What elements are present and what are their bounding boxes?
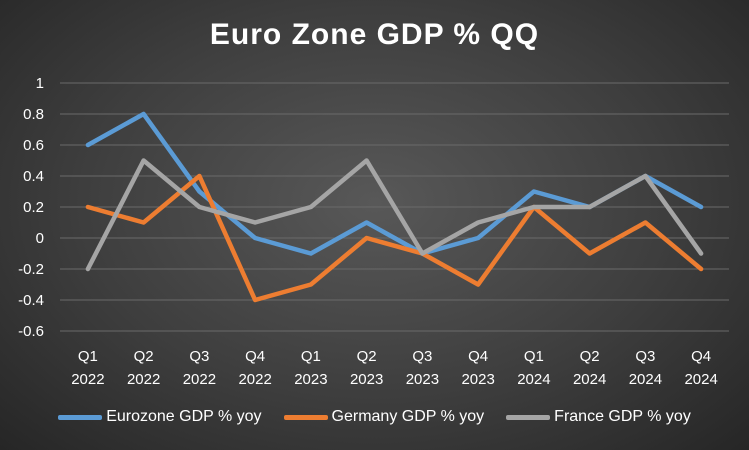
- y-tick-label: 0.4: [23, 168, 44, 185]
- x-tick-label-quarter: Q1: [78, 348, 98, 365]
- x-tick-label-year: 2022: [127, 371, 160, 388]
- chart-title: Euro Zone GDP % QQ: [209, 18, 540, 51]
- series-line-france: [85, 158, 704, 272]
- x-tick-label-year: 2023: [461, 371, 494, 388]
- x-tick-label-year: 2023: [350, 371, 383, 388]
- y-tick-label: -0.2: [18, 261, 44, 278]
- x-tick-label-year: 2024: [684, 371, 717, 388]
- x-tick-label-year: 2022: [238, 371, 271, 388]
- x-tick-label-quarter: Q4: [245, 348, 265, 365]
- y-tick-label: 0.6: [23, 137, 44, 154]
- x-tick-label-year: 2023: [294, 371, 327, 388]
- x-tick-label-quarter: Q1: [524, 348, 544, 365]
- x-tick-label-year: 2022: [183, 371, 216, 388]
- legend-swatch-eurozone: [58, 414, 103, 420]
- x-tick-label-quarter: Q4: [468, 348, 488, 365]
- legend-item-eurozone: Eurozone GDP % yoy: [58, 408, 262, 426]
- x-tick-label-quarter: Q2: [357, 348, 377, 365]
- legend-swatch-france: [506, 414, 551, 420]
- x-tick-label-year: 2024: [573, 371, 606, 388]
- series-line-germany: [85, 173, 704, 303]
- y-tick-label: -0.4: [18, 292, 44, 309]
- x-tick-label-quarter: Q3: [635, 348, 655, 365]
- legend-label-eurozone: Eurozone GDP % yoy: [106, 408, 262, 425]
- y-tick-label: 1: [36, 75, 44, 92]
- x-tick-label-year: 2023: [406, 371, 439, 388]
- x-tick-label-quarter: Q3: [189, 348, 209, 365]
- legend-label-germany: Germany GDP % yoy: [331, 408, 485, 425]
- x-tick-label-quarter: Q3: [412, 348, 432, 365]
- y-tick-label: -0.6: [18, 323, 44, 340]
- legend-swatch-germany: [283, 414, 328, 420]
- y-tick-label: 0.8: [23, 106, 44, 123]
- x-tick-label-quarter: Q2: [580, 348, 600, 365]
- x-tick-label-year: 2024: [517, 371, 550, 388]
- legend-item-france: France GDP % yoy: [506, 408, 691, 426]
- x-tick-label-quarter: Q4: [691, 348, 711, 365]
- y-tick-label: 0: [36, 230, 44, 247]
- x-tick-label-year: 2022: [71, 371, 104, 388]
- x-tick-label-quarter: Q2: [134, 348, 154, 365]
- legend-label-france: France GDP % yoy: [554, 408, 691, 425]
- legend: Eurozone GDP % yoy Germany GDP % yoy Fra…: [0, 408, 749, 426]
- series-line-eurozone: [85, 111, 704, 256]
- legend-item-germany: Germany GDP % yoy: [283, 408, 485, 426]
- x-tick-label-year: 2024: [629, 371, 662, 388]
- y-tick-label: 0.2: [23, 199, 44, 216]
- x-tick-label-quarter: Q1: [301, 348, 321, 365]
